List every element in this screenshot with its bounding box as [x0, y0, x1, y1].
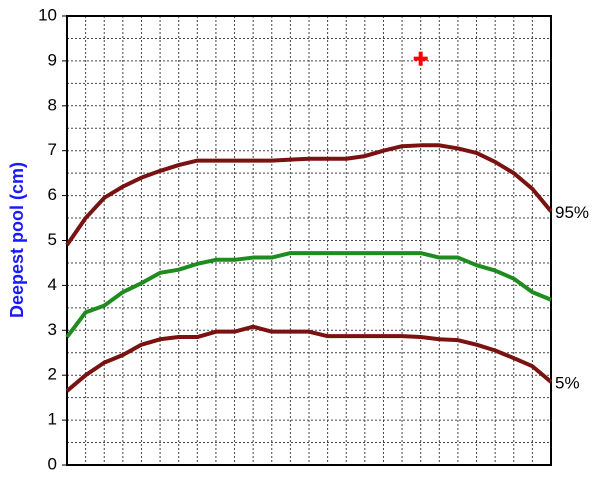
marker [413, 51, 428, 66]
series-line [65, 251, 552, 339]
y-tick-label: 5 [48, 230, 57, 249]
y-tick-label: 0 [48, 454, 57, 473]
series-line [65, 324, 553, 393]
y-tick-label: 2 [48, 365, 57, 384]
y-tick-label: 8 [48, 95, 57, 114]
series-line [65, 143, 553, 247]
y-axis-label: Deepest pool (cm) [7, 162, 27, 318]
y-tick-label: 7 [48, 140, 57, 159]
y-tick-label: 6 [48, 185, 57, 204]
y-tick-label: 4 [48, 275, 57, 294]
y-tick-label: 10 [38, 5, 57, 24]
y-tick-label: 9 [48, 50, 57, 69]
y-tick-label: 3 [48, 320, 57, 339]
y-tick-label: 1 [48, 410, 57, 429]
series-label: 5% [555, 373, 580, 392]
plot-frame [66, 15, 552, 466]
series-label: 95% [555, 203, 589, 222]
